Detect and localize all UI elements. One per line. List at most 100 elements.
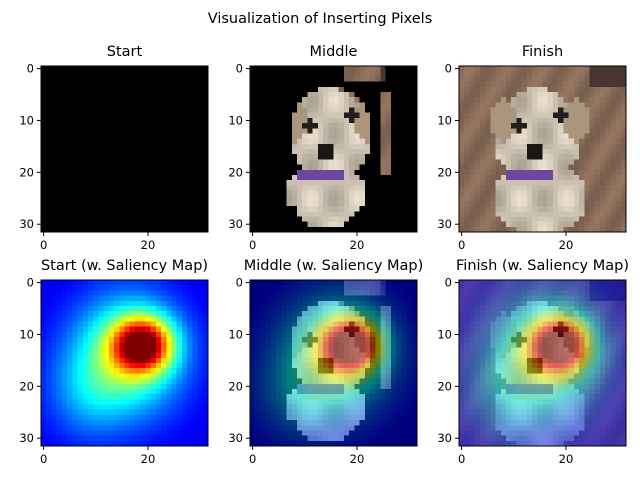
pixel-cell [516, 164, 522, 171]
pixel-cell [134, 206, 141, 212]
pixel-cell [176, 190, 183, 197]
pixel-cell [610, 76, 616, 82]
pixel-cell [312, 295, 319, 302]
pixel-cell [474, 123, 481, 129]
pixel-cell [286, 280, 293, 286]
pixel-cell [134, 112, 141, 119]
pixel-cell [134, 164, 141, 171]
pixel-cell [108, 290, 115, 296]
pixel-cell [411, 195, 418, 202]
pixel-cell [396, 311, 402, 317]
pixel-cell [323, 169, 329, 176]
pixel-cell [61, 102, 68, 108]
pixel-cell [620, 180, 627, 186]
pixel-cell [108, 321, 115, 328]
pixel-cell [119, 91, 125, 98]
pixel-cell [401, 185, 407, 191]
pixel-cell [67, 399, 73, 405]
pixel-cell [265, 409, 272, 416]
pixel-cell [380, 81, 387, 88]
pixel-cell [98, 164, 104, 171]
pixel-cell [354, 149, 360, 155]
pixel-cell [171, 305, 178, 312]
pixel-cell [270, 149, 277, 155]
pixel-cell [307, 357, 313, 364]
pixel-cell [568, 143, 575, 150]
pixel-cell [469, 66, 476, 72]
pixel-cell [41, 295, 47, 302]
pixel-cell [599, 195, 606, 202]
pixel-cell [291, 123, 298, 129]
pixel-cell [359, 138, 366, 145]
pixel-cell [479, 102, 486, 108]
pixel-cell [202, 102, 209, 108]
pixel-cell [474, 128, 481, 134]
pixel-cell [464, 206, 470, 212]
pixel-cell [197, 169, 204, 176]
pixel-cell [401, 378, 407, 385]
pixel-cell [505, 216, 512, 222]
pixel-cell [328, 190, 334, 197]
pixel-cell [375, 195, 381, 202]
pixel-cell [161, 112, 167, 119]
pixel-cell [615, 185, 622, 191]
pixel-cell [375, 342, 381, 348]
pixel-cell [605, 169, 611, 176]
pixel-cell [67, 388, 73, 395]
pixel-cell [150, 305, 157, 312]
pixel-cell [343, 280, 350, 286]
pixel-cell [171, 295, 178, 302]
pixel-cell [469, 211, 476, 217]
pixel-cell [87, 86, 94, 93]
pixel-cell [265, 311, 272, 317]
pixel-cell [605, 159, 611, 165]
pixel-cell [134, 425, 141, 431]
pixel-cell [349, 399, 355, 405]
pixel-cell [317, 164, 324, 171]
pixel-cell [307, 368, 313, 374]
pixel-cell [124, 337, 131, 343]
pixel-cell [317, 206, 324, 212]
pixel-cell [563, 211, 569, 217]
pixel-cell [176, 295, 183, 302]
pixel-cell [270, 342, 277, 348]
pixel-cell [108, 295, 115, 302]
pixel-cell [579, 133, 585, 139]
pixel-cell [317, 295, 324, 302]
pixel-cell [103, 368, 110, 374]
pixel-cell [532, 91, 538, 98]
pixel-cell [103, 128, 110, 134]
pixel-cell [390, 337, 397, 343]
pixel-cell [349, 138, 355, 145]
pixel-cell [328, 357, 334, 364]
pixel-cell [537, 195, 543, 202]
pixel-cell [359, 174, 366, 181]
pixel-cell [119, 383, 125, 390]
pixel-cell [286, 378, 293, 385]
pixel-cell [265, 169, 272, 176]
pixel-cell [103, 81, 110, 88]
pixel-cell [119, 206, 125, 212]
pixel-cell [124, 399, 131, 405]
pixel-cell [490, 112, 496, 119]
pixel-cell [291, 200, 298, 207]
pixel-cell [464, 128, 470, 134]
pixel-cell [171, 394, 178, 400]
pixel-cell [469, 149, 476, 155]
pixel-cell [171, 357, 178, 364]
pixel-cell [46, 86, 52, 93]
pixel-cell [150, 112, 157, 119]
pixel-cell [119, 97, 125, 103]
pixel-cell [202, 342, 209, 348]
pixel-cell [385, 409, 392, 416]
pixel-cell [370, 290, 376, 296]
pixel-cell [406, 321, 413, 328]
pixel-cell [51, 81, 58, 88]
pixel-cell [56, 81, 63, 88]
pixel-cell [338, 206, 345, 212]
pixel-cell [364, 81, 371, 88]
pixel-cell [563, 200, 569, 207]
pixel-cell [129, 154, 136, 160]
pixel-cell [291, 311, 298, 317]
pixel-cell [380, 76, 387, 82]
